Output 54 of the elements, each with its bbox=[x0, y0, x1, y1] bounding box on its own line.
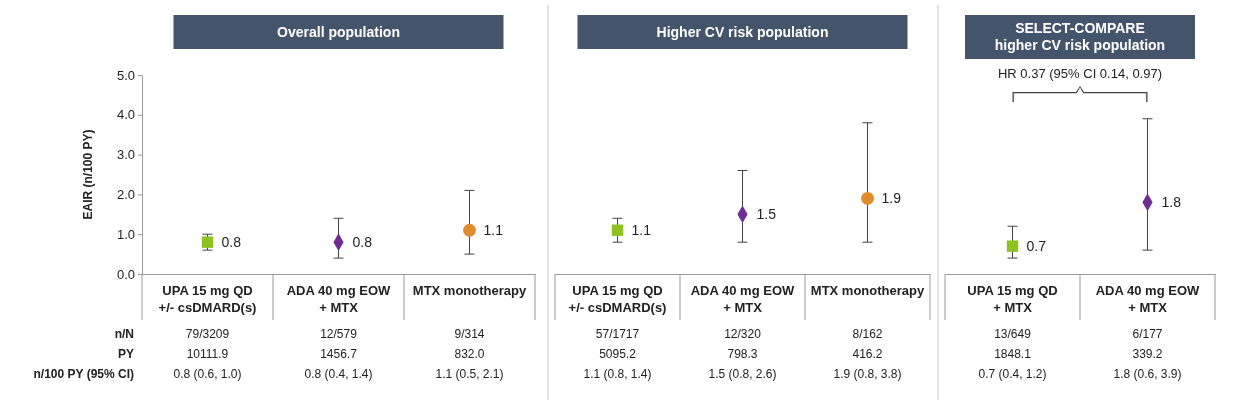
text: 9/314 bbox=[454, 327, 485, 341]
text: 798.3 bbox=[727, 347, 758, 361]
x-tick-label: UPA 15 mg QD +/- csDMARD(s) bbox=[158, 283, 257, 315]
y-tick-label: 0.0 bbox=[116, 266, 135, 282]
text: 1.5 (0.8, 2.6) bbox=[708, 367, 777, 381]
data-label: 1.8 bbox=[1161, 194, 1182, 211]
y-axis-title: EAIR (n/100 PY) bbox=[81, 129, 95, 220]
text: n/N bbox=[114, 327, 134, 341]
data-label: 1.5 bbox=[756, 206, 777, 223]
x-tick-label: UPA 15 mg QD + MTX bbox=[967, 283, 1058, 315]
text: 12/320 bbox=[724, 327, 762, 341]
data-label: 1.1 bbox=[483, 222, 504, 239]
text: 0.8 (0.6, 1.0) bbox=[173, 367, 242, 381]
text: n/100 PY (95% CI) bbox=[33, 367, 134, 381]
x-tick-label: ADA 40 mg EOW + MTX bbox=[286, 283, 391, 315]
chart-title: SELECT-COMPARE higher CV risk population bbox=[994, 20, 1166, 53]
text: 339.2 bbox=[1132, 347, 1163, 361]
text: 1456.7 bbox=[320, 347, 358, 361]
text: 832.0 bbox=[454, 347, 485, 361]
text: 8/162 bbox=[852, 327, 883, 341]
text: 1.9 (0.8, 3.8) bbox=[833, 367, 902, 381]
text: 57/1717 bbox=[595, 327, 640, 341]
data-label: 0.8 bbox=[221, 234, 242, 251]
y-tick-label: 4.0 bbox=[116, 107, 135, 123]
data-label: 0.8 bbox=[352, 234, 373, 251]
x-tick-label: MTX monotherapy bbox=[810, 283, 925, 298]
text: 6/177 bbox=[1132, 327, 1163, 341]
chart-title: Higher CV risk population bbox=[656, 24, 829, 40]
y-tick-label: 2.0 bbox=[116, 187, 135, 203]
text: 79/3209 bbox=[185, 327, 230, 341]
text: 1.1 (0.8, 1.4) bbox=[583, 367, 652, 381]
text: 1.8 (0.6, 3.9) bbox=[1113, 367, 1182, 381]
x-tick-label: ADA 40 mg EOW + MTX bbox=[690, 283, 795, 315]
x-tick-label: UPA 15 mg QD +/- csDMARD(s) bbox=[568, 283, 667, 315]
text: 12/579 bbox=[320, 327, 358, 341]
text: 1.1 (0.5, 2.1) bbox=[435, 367, 504, 381]
y-tick-label: 3.0 bbox=[116, 147, 135, 163]
text: 0.8 (0.4, 1.4) bbox=[304, 367, 373, 381]
data-label: 1.1 bbox=[631, 222, 652, 239]
text: 1848.1 bbox=[994, 347, 1032, 361]
text: 416.2 bbox=[852, 347, 883, 361]
chart-title: Overall population bbox=[277, 24, 400, 40]
data-label: 1.9 bbox=[881, 190, 902, 207]
text: 10111.9 bbox=[186, 347, 229, 361]
data-label: 0.7 bbox=[1026, 238, 1047, 255]
x-tick-label: ADA 40 mg EOW + MTX bbox=[1095, 283, 1200, 315]
y-tick-label: 5.0 bbox=[116, 67, 135, 83]
x-tick-label: MTX monotherapy bbox=[412, 283, 527, 298]
annotation: HR 0.37 (95% CI 0.14, 0.97) bbox=[997, 66, 1163, 81]
y-tick-label: 1.0 bbox=[116, 226, 135, 242]
text: 5095.2 bbox=[599, 347, 637, 361]
text: PY bbox=[117, 347, 134, 361]
text: 13/649 bbox=[994, 327, 1032, 341]
text: 0.7 (0.4, 1.2) bbox=[978, 367, 1047, 381]
